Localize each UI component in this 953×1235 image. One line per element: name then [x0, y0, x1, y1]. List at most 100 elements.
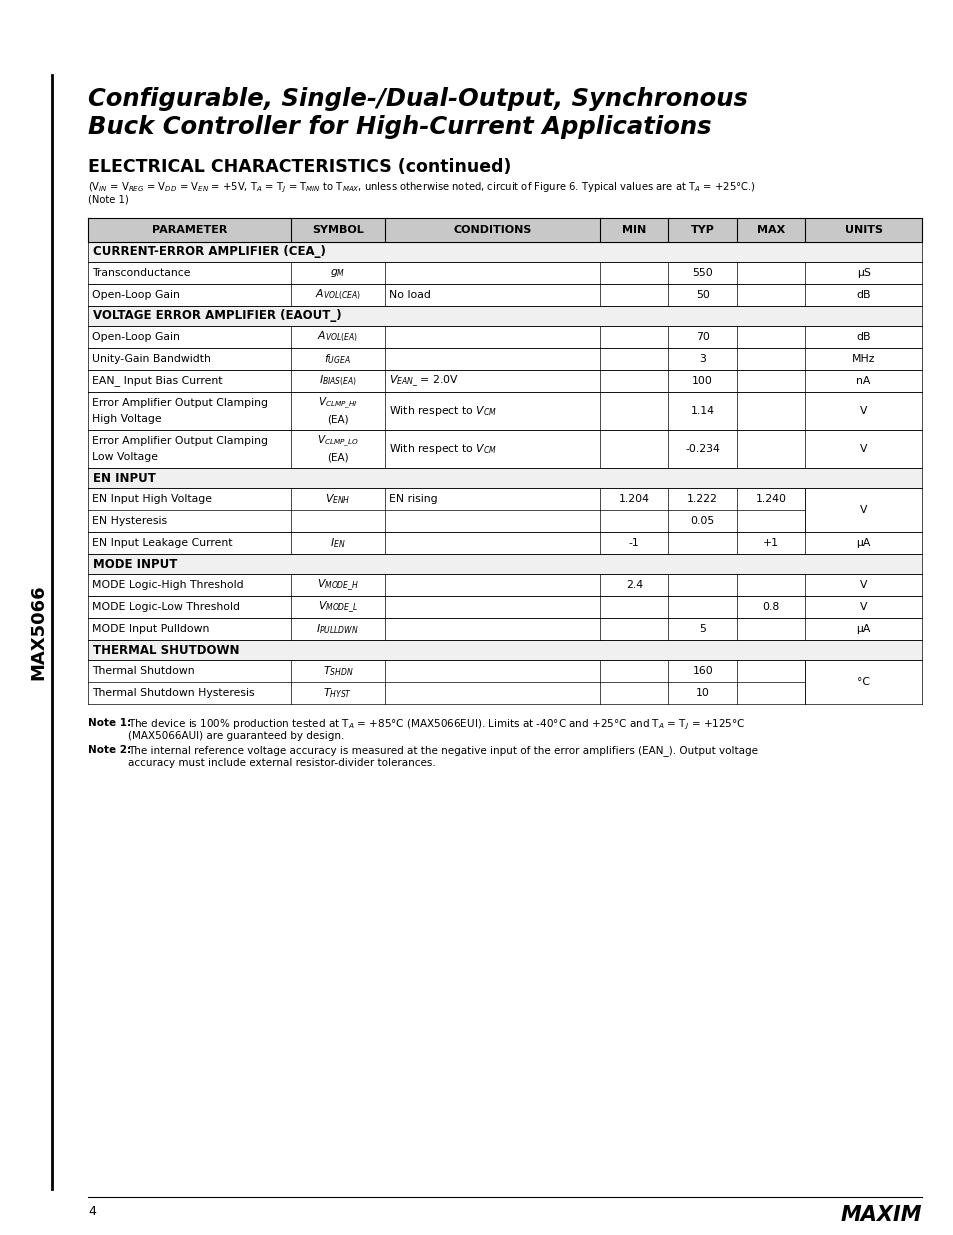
- Text: Thermal Shutdown: Thermal Shutdown: [91, 666, 194, 676]
- Text: (Note 1): (Note 1): [88, 194, 129, 204]
- Bar: [88, 306, 921, 326]
- Text: Open-Loop Gain: Open-Loop Gain: [91, 290, 180, 300]
- Text: No load: No load: [389, 290, 431, 300]
- Bar: [88, 370, 921, 391]
- Text: Unity-Gain Bandwidth: Unity-Gain Bandwidth: [91, 354, 211, 364]
- Text: UNITS: UNITS: [843, 225, 882, 235]
- Text: 4: 4: [88, 1205, 95, 1218]
- Text: The internal reference voltage accuracy is measured at the negative input of the: The internal reference voltage accuracy …: [128, 745, 758, 756]
- Text: $V_{EAN\_}$ = 2.0V: $V_{EAN\_}$ = 2.0V: [389, 373, 458, 389]
- Text: 160: 160: [692, 666, 712, 676]
- Text: Note 1:: Note 1:: [88, 718, 131, 727]
- Bar: [88, 284, 921, 306]
- Text: MHz: MHz: [851, 354, 875, 364]
- Text: $I_{BIAS(EA)}$: $I_{BIAS(EA)}$: [318, 374, 356, 388]
- Bar: [88, 262, 921, 284]
- Text: EN Input High Voltage: EN Input High Voltage: [91, 494, 212, 504]
- Bar: [88, 326, 921, 348]
- Bar: [88, 348, 921, 370]
- Text: 0.05: 0.05: [690, 516, 714, 526]
- Bar: [88, 242, 921, 262]
- Text: MODE INPUT: MODE INPUT: [92, 557, 177, 571]
- Text: $I_{EN}$: $I_{EN}$: [330, 536, 345, 550]
- Text: 1.204: 1.204: [618, 494, 649, 504]
- Text: Configurable, Single-/Dual-Output, Synchronous: Configurable, Single-/Dual-Output, Synch…: [88, 86, 747, 111]
- Text: MIN: MIN: [621, 225, 646, 235]
- Text: 100: 100: [692, 375, 712, 387]
- Bar: [88, 618, 921, 640]
- Text: Note 2:: Note 2:: [88, 745, 131, 755]
- Text: MAX: MAX: [756, 225, 784, 235]
- Text: μS: μS: [856, 268, 870, 278]
- Text: Error Amplifier Output Clamping: Error Amplifier Output Clamping: [91, 436, 268, 446]
- Text: $T_{SHDN}$: $T_{SHDN}$: [322, 664, 353, 678]
- Text: $g_M$: $g_M$: [330, 267, 345, 279]
- Text: μA: μA: [856, 624, 870, 634]
- Text: V: V: [859, 445, 866, 454]
- Text: 5: 5: [699, 624, 705, 634]
- Text: (EA): (EA): [327, 452, 348, 462]
- Text: $V_{CLMP\_LO}$: $V_{CLMP\_LO}$: [316, 433, 358, 448]
- Text: Error Amplifier Output Clamping: Error Amplifier Output Clamping: [91, 398, 268, 408]
- Bar: [88, 219, 921, 242]
- Text: -0.234: -0.234: [684, 445, 720, 454]
- Text: dB: dB: [856, 290, 870, 300]
- Text: $I_{PULLDWN}$: $I_{PULLDWN}$: [316, 622, 358, 636]
- Bar: [88, 488, 921, 532]
- Text: 50: 50: [695, 290, 709, 300]
- Text: V: V: [859, 601, 866, 613]
- Text: $A_{VOL(EA)}$: $A_{VOL(EA)}$: [317, 330, 357, 345]
- Bar: [88, 555, 921, 574]
- Text: 550: 550: [692, 268, 712, 278]
- Text: $T_{HYST}$: $T_{HYST}$: [323, 687, 352, 700]
- Text: nA: nA: [856, 375, 870, 387]
- Text: accuracy must include external resistor-divider tolerances.: accuracy must include external resistor-…: [128, 758, 436, 768]
- Text: 3: 3: [699, 354, 705, 364]
- Text: EAN_ Input Bias Current: EAN_ Input Bias Current: [91, 375, 222, 387]
- Bar: [88, 597, 921, 618]
- Text: $V_{ENH}$: $V_{ENH}$: [325, 492, 350, 506]
- Bar: [88, 391, 921, 430]
- Text: SYMBOL: SYMBOL: [312, 225, 363, 235]
- Text: EN Input Leakage Current: EN Input Leakage Current: [91, 538, 233, 548]
- Text: 2.4: 2.4: [625, 580, 642, 590]
- Text: 10: 10: [695, 688, 709, 698]
- Text: Low Voltage: Low Voltage: [91, 452, 158, 462]
- Text: (EA): (EA): [327, 414, 348, 424]
- Text: +1: +1: [762, 538, 779, 548]
- Text: V: V: [859, 406, 866, 416]
- Text: MODE Input Pulldown: MODE Input Pulldown: [91, 624, 209, 634]
- Bar: [88, 659, 921, 704]
- Text: With respect to $V_{CM}$: With respect to $V_{CM}$: [389, 442, 497, 456]
- Bar: [88, 574, 921, 597]
- Bar: [88, 640, 921, 659]
- Text: $V_{MODE\_H}$: $V_{MODE\_H}$: [316, 577, 358, 593]
- Text: CURRENT-ERROR AMPLIFIER (CEA_): CURRENT-ERROR AMPLIFIER (CEA_): [92, 246, 326, 258]
- Text: $f_{UGEA}$: $f_{UGEA}$: [324, 352, 351, 366]
- Text: 0.8: 0.8: [761, 601, 779, 613]
- Text: 70: 70: [695, 332, 709, 342]
- Text: Open-Loop Gain: Open-Loop Gain: [91, 332, 180, 342]
- Text: μA: μA: [856, 538, 870, 548]
- Text: TYP: TYP: [690, 225, 714, 235]
- Bar: [88, 532, 921, 555]
- Text: MAX5066: MAX5066: [29, 584, 47, 679]
- Bar: [88, 468, 921, 488]
- Text: Thermal Shutdown Hysteresis: Thermal Shutdown Hysteresis: [91, 688, 254, 698]
- Text: MODE Logic-Low Threshold: MODE Logic-Low Threshold: [91, 601, 240, 613]
- Text: Buck Controller for High-Current Applications: Buck Controller for High-Current Applica…: [88, 115, 711, 140]
- Text: V: V: [859, 580, 866, 590]
- Text: (V$_{IN}$ = V$_{REG}$ = V$_{DD}$ = V$_{EN}$ = +5V, T$_A$ = T$_J$ = T$_{MIN}$ to : (V$_{IN}$ = V$_{REG}$ = V$_{DD}$ = V$_{E…: [88, 182, 755, 195]
- Text: High Voltage: High Voltage: [91, 414, 161, 424]
- Text: 1.14: 1.14: [690, 406, 714, 416]
- Text: CONDITIONS: CONDITIONS: [453, 225, 531, 235]
- Text: PARAMETER: PARAMETER: [152, 225, 227, 235]
- Text: The device is 100% production tested at T$_A$ = +85°C (MAX5066EUI). Limits at -4: The device is 100% production tested at …: [128, 718, 744, 732]
- Text: $V_{MODE\_L}$: $V_{MODE\_L}$: [317, 599, 357, 615]
- Text: THERMAL SHUTDOWN: THERMAL SHUTDOWN: [92, 643, 239, 657]
- Text: (MAX5066AUI) are guaranteed by design.: (MAX5066AUI) are guaranteed by design.: [128, 731, 344, 741]
- Text: ELECTRICAL CHARACTERISTICS (continued): ELECTRICAL CHARACTERISTICS (continued): [88, 158, 511, 177]
- Text: $A_{VOL(CEA)}$: $A_{VOL(CEA)}$: [314, 288, 360, 303]
- Text: dB: dB: [856, 332, 870, 342]
- Text: -1: -1: [628, 538, 639, 548]
